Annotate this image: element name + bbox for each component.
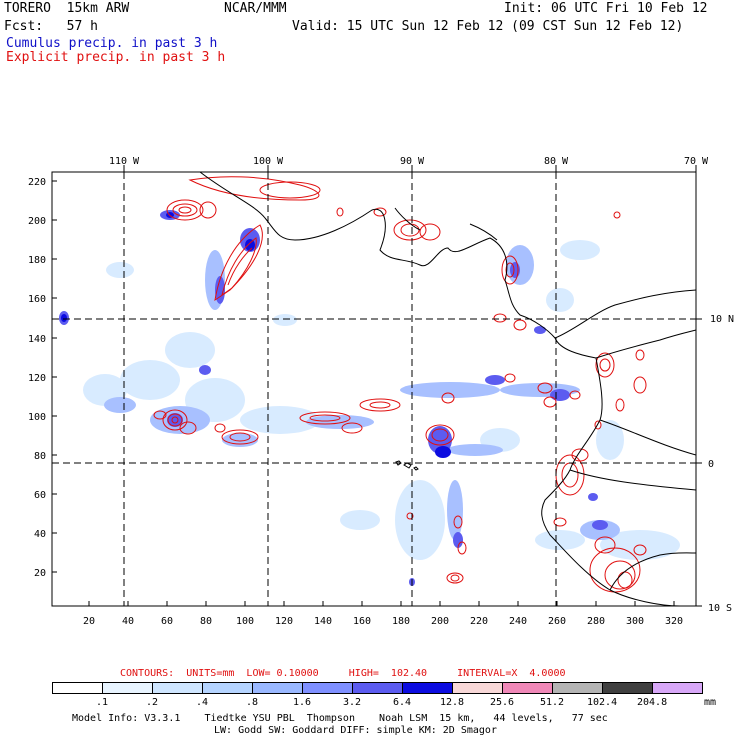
- y-label: 220: [28, 177, 46, 188]
- bottom-ticks: [88, 601, 675, 606]
- cumulus-field-label: Cumulus precip. in past 3 h: [6, 36, 218, 51]
- left-ticks: [52, 180, 57, 573]
- y-label: 120: [28, 373, 46, 384]
- colorbar-swatch: [402, 682, 453, 694]
- x-label: 220: [470, 616, 488, 627]
- colorbar-label: 204.8: [637, 697, 668, 708]
- colorbar-label: 12.8: [440, 697, 465, 708]
- y-label: 160: [28, 294, 46, 305]
- x-label: 180: [392, 616, 410, 627]
- y-label: 80: [34, 451, 46, 462]
- explicit-precip-contours: [153, 176, 647, 593]
- y-label: 100: [28, 412, 46, 423]
- x-label: 200: [431, 616, 449, 627]
- colorbar-unit: mm: [704, 697, 717, 708]
- x-label: 20: [83, 616, 95, 627]
- colorbar-label: .8: [246, 697, 259, 708]
- colorbar-swatch: [302, 682, 353, 694]
- colorbar-swatch: [252, 682, 303, 694]
- colorbar-swatch: [552, 682, 603, 694]
- lon-label-80w: 80 W: [544, 156, 569, 167]
- colorbar-swatch: [602, 682, 653, 694]
- y-label: 40: [34, 529, 46, 540]
- x-label: 100: [236, 616, 254, 627]
- colorbar-label: .1: [96, 697, 109, 708]
- x-label: 300: [626, 616, 644, 627]
- y-label: 200: [28, 216, 46, 227]
- y-label: 140: [28, 334, 46, 345]
- lat-label-10n: 10 N: [710, 314, 734, 325]
- lat-label-0: 0: [708, 459, 714, 470]
- top-ticks: [123, 165, 697, 172]
- valid-time: Valid: 15 UTC Sun 12 Feb 12 (09 CST Sun …: [292, 19, 684, 34]
- x-label: 40: [122, 616, 134, 627]
- right-ticks: [696, 318, 702, 607]
- colorbar-label: 3.2: [343, 697, 362, 708]
- y-label: 60: [34, 490, 46, 501]
- x-label: 80: [200, 616, 212, 627]
- explicit-field-label: Explicit precip. in past 3 h: [6, 50, 226, 65]
- colorbar-label: 102.4: [587, 697, 618, 708]
- cumulus-precip-shading: [59, 210, 680, 586]
- x-label: 120: [275, 616, 293, 627]
- lat-lon-grid: [52, 172, 696, 606]
- organization-label: NCAR/MMM: [224, 1, 287, 16]
- colorbar-swatch: [452, 682, 503, 694]
- colorbar-label: .2: [146, 697, 159, 708]
- colorbar-swatch: [152, 682, 203, 694]
- colorbar-label: .4: [196, 697, 209, 708]
- x-label: 160: [353, 616, 371, 627]
- colorbar-label: 51.2: [540, 697, 565, 708]
- x-label: 140: [314, 616, 332, 627]
- forecast-hour: Fcst: 57 h: [4, 19, 98, 34]
- init-time: Init: 06 UTC Fri 10 Feb 12: [504, 1, 708, 16]
- lat-label-10s: 10 S: [708, 603, 732, 614]
- y-label: 180: [28, 255, 46, 266]
- contour-info: CONTOURS: UNITS=mm LOW= 0.10000 HIGH= 10…: [120, 668, 566, 679]
- y-label: 20: [34, 568, 46, 579]
- x-label: 280: [587, 616, 605, 627]
- lon-label-90w: 90 W: [400, 156, 425, 167]
- colorbar-swatch: [352, 682, 403, 694]
- map-frame: [51, 171, 697, 607]
- colorbar-swatch: [52, 682, 103, 694]
- colorbar-swatch: [502, 682, 553, 694]
- lon-label-110w: 110 W: [109, 156, 140, 167]
- model-title: TORERO 15km ARW: [4, 1, 130, 16]
- colorbar-label: 25.6: [490, 697, 515, 708]
- colorbar-label: 6.4: [393, 697, 412, 708]
- colorbar-label: 1.6: [293, 697, 312, 708]
- lon-label-100w: 100 W: [253, 156, 284, 167]
- x-label: 260: [548, 616, 566, 627]
- lon-label-70w: 70 W: [684, 156, 709, 167]
- x-label: 320: [665, 616, 683, 627]
- colorbar-swatch: [102, 682, 153, 694]
- coastlines: [199, 172, 696, 606]
- physics-info: LW: Godd SW: Goddard DIFF: simple KM: 2D…: [214, 725, 497, 736]
- x-label: 240: [509, 616, 527, 627]
- colorbar-swatch: [652, 682, 703, 694]
- x-label: 60: [161, 616, 173, 627]
- model-info: Model Info: V3.3.1 Tiedtke YSU PBL Thomp…: [72, 713, 608, 724]
- colorbar-swatch: [202, 682, 253, 694]
